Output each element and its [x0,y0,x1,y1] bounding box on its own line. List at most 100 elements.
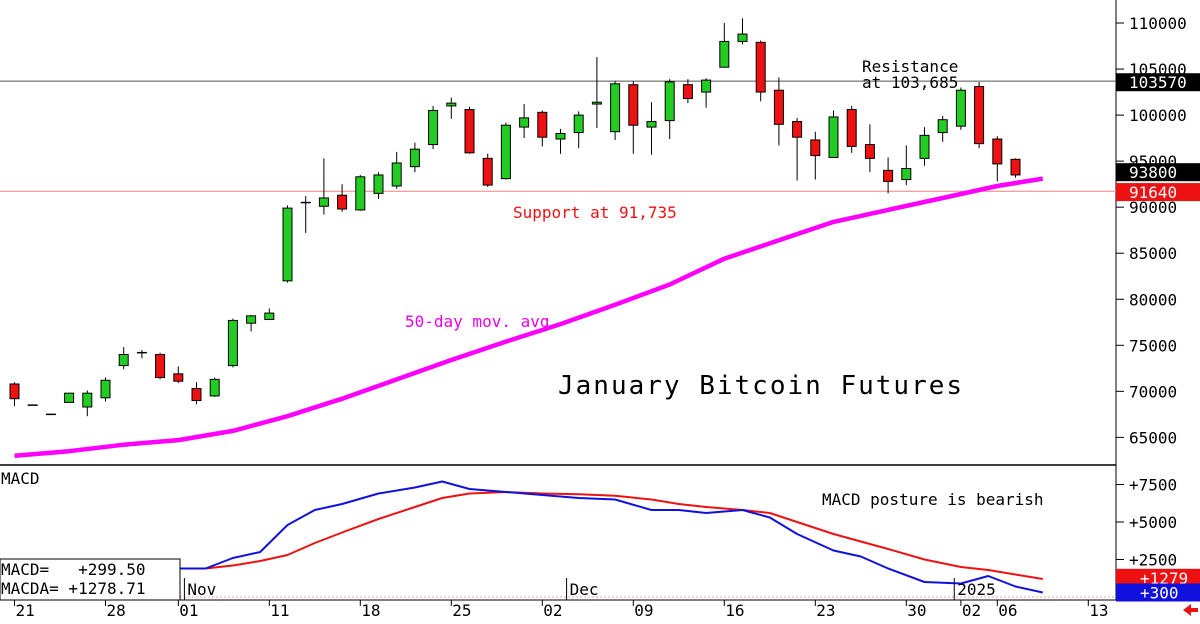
candle [1010,158,1021,178]
candle-body [901,168,912,181]
candle [300,196,311,233]
resistance-label-line1: Resistance [862,57,958,76]
candle [537,110,548,147]
candle [409,142,420,173]
candle [828,110,839,158]
candle [773,77,784,146]
candle-body [118,354,129,367]
candle-body [428,109,439,146]
candle [482,153,493,187]
month-label: Dec [570,580,599,599]
candle-body [974,86,985,145]
candle [846,105,857,153]
price-tick-label: 70000 [1129,382,1177,401]
macd-value-tag-bg [1116,568,1200,587]
candle [755,40,766,102]
candle [500,122,511,180]
candle-body [628,84,639,126]
candle [373,172,384,199]
candle [209,377,220,397]
candle-body [191,388,202,402]
candle-body [446,102,457,107]
candle [519,104,530,139]
date-tick-label: 30 [907,601,926,620]
macd-pane-title: MACD [1,469,40,488]
candle-body [810,139,821,157]
candle-body [391,162,402,187]
price-tick-label: 75000 [1129,336,1177,355]
candle [155,352,166,380]
price-tag: 91640 [1116,183,1200,202]
candle [118,347,129,370]
macd-readout: MACD= +299.50 [1,560,146,579]
candle-body [318,197,329,207]
candle [883,157,894,194]
candle-body [591,101,602,105]
date-tick-label: 06 [998,601,1017,620]
candle-body [100,379,111,399]
candle-body [573,114,584,134]
macda-line [178,491,1043,580]
price-tag-label: 103570 [1129,73,1187,92]
candle [646,102,657,155]
date-tick-label: 13 [1089,601,1108,620]
candle-body [519,117,530,128]
macd-value-tag: +300 [1116,583,1200,603]
date-tick-label: 28 [107,601,126,620]
candle-body [409,148,420,168]
price-tick-label: 85000 [1129,244,1177,263]
candle-body [555,133,566,140]
price-tick-label: 80000 [1129,290,1177,309]
candle-body [919,134,930,159]
candle [719,23,730,68]
scroll-right-arrow-icon[interactable] [1183,604,1198,616]
candle-body [337,194,348,210]
moving-average-line [14,176,1044,459]
macd-tick-label: +5000 [1129,513,1177,532]
candle-body [373,174,384,194]
price-tick-label: 110000 [1129,14,1187,33]
candle-body [464,109,475,154]
price-tag-bg [1116,183,1200,202]
price-tag-label: 93800 [1129,163,1177,182]
macd-value-tag-bg [1116,583,1200,602]
candle-body [173,373,184,382]
support-label: Support at 91,735 [513,203,677,222]
resistance-label-line2: at 103,685 [862,73,958,92]
moving-average-label: 50-day mov. avg. [405,312,559,331]
candle-body [937,119,948,134]
candle [974,81,985,149]
candle-body [500,124,511,180]
candle [173,366,184,384]
candle [682,79,693,104]
candle [701,78,712,108]
macd-value-tag: +1279 [1116,568,1200,588]
candle [864,124,875,173]
candle [136,349,147,359]
candle [737,18,748,45]
candle [282,205,293,283]
candle-body [773,89,784,125]
candle [919,127,930,166]
date-tick-label: 23 [816,601,835,620]
candle [355,174,366,211]
date-tick-label: 11 [270,601,289,620]
candle [810,131,821,180]
candle-body [537,111,548,138]
candle-body [209,378,220,397]
price-tick-label: 65000 [1129,428,1177,447]
candle [937,116,948,142]
date-tick-label: 16 [725,601,744,620]
macd-readout-box [0,558,181,601]
candle [318,158,329,215]
candle [82,390,93,417]
price-tick-label: 100000 [1129,106,1187,125]
date-tick-label: 09 [634,601,653,620]
candle [246,314,257,332]
price-tag: 103570 [1116,73,1200,92]
macd-annotation: MACD posture is bearish [822,490,1044,509]
chart-title: January Bitcoin Futures [558,371,964,401]
macd-line [178,480,1044,594]
